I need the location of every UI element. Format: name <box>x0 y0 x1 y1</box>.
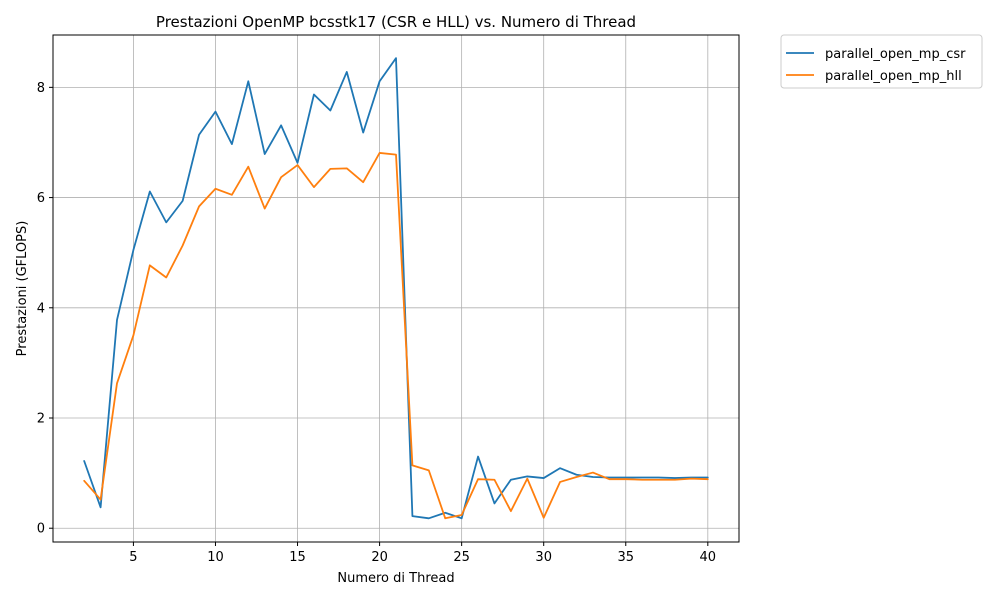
grid-lines <box>53 35 739 542</box>
x-tick-label: 35 <box>617 550 634 565</box>
x-axis-label: Numero di Thread <box>337 571 454 586</box>
legend-label-hll: parallel_open_mp_hll <box>825 69 962 84</box>
axis-ticks: 5 10 15 20 25 30 35 40 0 2 4 6 8 <box>37 81 716 565</box>
y-tick-label: 0 <box>37 522 45 537</box>
series-line-parallel_open_mp_hll <box>83 152 709 520</box>
y-tick-label: 6 <box>37 191 45 206</box>
x-tick-label: 30 <box>535 550 552 565</box>
legend-frame <box>780 34 983 89</box>
x-tick-label: 5 <box>129 550 137 565</box>
x-tick-label: 20 <box>371 550 388 565</box>
x-tick-label: 10 <box>207 550 224 565</box>
y-tick-label: 2 <box>37 412 45 427</box>
y-axis-label: Prestazioni (GFLOPS) <box>15 221 30 357</box>
x-tick-label: 15 <box>289 550 306 565</box>
x-tick-label: 40 <box>700 550 717 565</box>
y-tick-label: 4 <box>37 301 45 316</box>
x-tick-label: 25 <box>453 550 470 565</box>
series-lines <box>83 57 709 520</box>
chart-title: Prestazioni OpenMP bcsstk17 (CSR e HLL) … <box>156 13 636 31</box>
legend: parallel_open_mp_csr parallel_open_mp_hl… <box>780 34 983 89</box>
plot-area-frame <box>52 34 740 543</box>
y-tick-label: 8 <box>37 81 45 96</box>
legend-label-csr: parallel_open_mp_csr <box>825 47 966 62</box>
